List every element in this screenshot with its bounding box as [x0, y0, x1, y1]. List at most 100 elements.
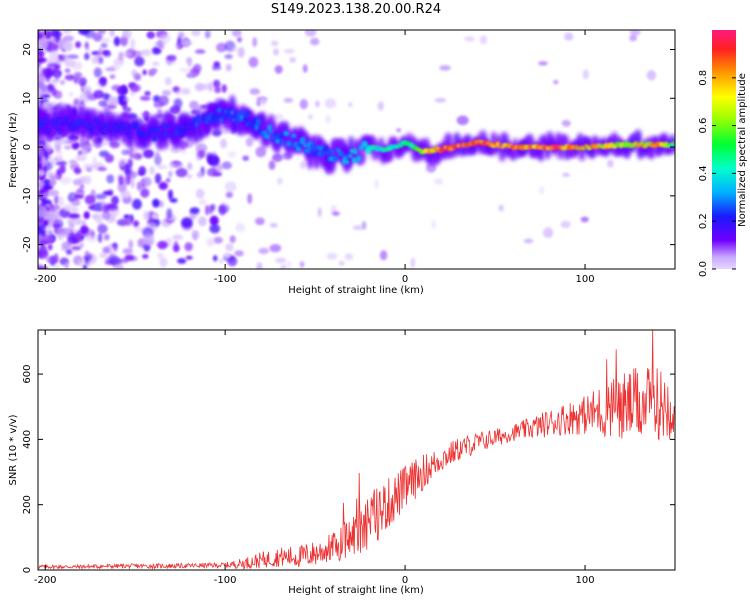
heatmap-noise-blob [255, 146, 267, 158]
snr-y-tick-label: 400 [22, 430, 33, 449]
heatmap-x-axis-label: Height of straight line (km) [288, 285, 424, 296]
heatmap-noise-blob [205, 205, 210, 216]
heatmap-noise-blob [45, 31, 51, 39]
heatmap-noise-blob [169, 161, 175, 170]
heatmap-noise-blob [151, 46, 162, 55]
heatmap-ridge-core [350, 148, 355, 154]
heatmap-ridge-core [144, 135, 149, 140]
heatmap-noise-blob [214, 87, 222, 94]
heatmap-noise-blob [99, 252, 108, 259]
heatmap-ridge-core [85, 120, 89, 127]
heatmap-x-tick-label: 0 [402, 274, 408, 285]
heatmap-noise-blob [64, 261, 69, 269]
heatmap-noise-blob [98, 232, 103, 243]
heatmap-noise-blob [185, 255, 193, 260]
heatmap-noise-blob [332, 211, 340, 216]
heatmap-noise-blob [92, 156, 97, 165]
heatmap-noise-blob [156, 164, 168, 170]
heatmap-noise-blob [97, 224, 108, 234]
heatmap-noise-blob [271, 153, 283, 162]
heatmap-noise-blob [101, 211, 111, 220]
heatmap-noise-blob [172, 244, 180, 253]
colorbar-tick-label: 0.6 [698, 118, 709, 134]
heatmap-noise-blob [283, 97, 294, 103]
heatmap-noise-blob [38, 265, 49, 269]
heatmap-noise-blob [348, 102, 353, 108]
heatmap-noise-blob [141, 176, 152, 187]
heatmap-ridge-core [229, 109, 235, 116]
heatmap-ridge-layer [38, 94, 675, 174]
heatmap-noise-blob [144, 91, 151, 96]
snr-x-ticks: -200 -100 0 100 [34, 330, 595, 586]
heatmap-noise-blob [98, 57, 104, 65]
heatmap-noise-blob [62, 30, 72, 34]
heatmap-ridge-core [295, 146, 302, 152]
heatmap-noise-blob [64, 145, 72, 150]
heatmap-ridge-core [164, 130, 168, 138]
heatmap-noise-blob [225, 243, 234, 252]
heatmap-noise-blob [220, 138, 227, 149]
heatmap-noise-blob [73, 71, 83, 78]
snr-plot-area [38, 330, 675, 570]
heatmap-noise-blob [102, 190, 113, 196]
heatmap-noise-blob [98, 100, 108, 107]
heatmap-x-tick-label: -200 [34, 274, 57, 285]
heatmap-noise-blob [221, 161, 232, 170]
heatmap-noise-blob [218, 204, 227, 216]
heatmap-noise-blob [103, 233, 110, 241]
heatmap-ridge-core [110, 123, 115, 129]
heatmap-noise-blob [86, 167, 93, 172]
heatmap-noise-blob [377, 101, 384, 111]
heatmap-noise-blob [92, 206, 104, 212]
heatmap-ridge-core [298, 143, 303, 148]
heatmap-ridge-core [353, 148, 358, 155]
heatmap-noise-blob [194, 49, 206, 54]
heatmap-ridge-core [349, 154, 353, 158]
heatmap-ridge-core [291, 133, 297, 138]
heatmap-y-tick-label: 20 [22, 43, 33, 56]
heatmap-noise-blob [64, 74, 77, 81]
heatmap-noise-blob [275, 257, 287, 263]
heatmap-noise-blob [221, 84, 227, 93]
heatmap-noise-blob [256, 100, 261, 107]
heatmap-noise-blob [78, 260, 83, 265]
heatmap-ridge-halo [537, 147, 545, 162]
heatmap-noise-blob [231, 30, 242, 37]
heatmap-noise-blob [235, 222, 246, 233]
heatmap-noise-blob [154, 40, 166, 48]
heatmap-noise-blob [75, 155, 87, 161]
heatmap-noise-blob [105, 67, 116, 72]
heatmap-noise-blob [122, 30, 128, 39]
heatmap-noise-blob [237, 46, 245, 58]
heatmap-noise-blob [120, 35, 128, 47]
heatmap-noise-blob [67, 235, 80, 244]
heatmap-noise-blob [139, 95, 151, 101]
heatmap-ridge-core [289, 145, 296, 148]
heatmap-ridge-core [106, 122, 110, 128]
heatmap-noise-blob [39, 192, 49, 199]
heatmap-ridge-core [204, 120, 209, 124]
heatmap-noise-blob [158, 200, 165, 208]
heatmap-noise-blob [101, 50, 110, 55]
heatmap-noise-blob [73, 167, 82, 175]
heatmap-noise-blob [229, 235, 236, 244]
heatmap-noise-blob [154, 173, 162, 184]
heatmap-noise-blob [100, 42, 108, 49]
heatmap-y-axis-label: Frequency (Hz) [8, 112, 19, 188]
heatmap-noise-blob [344, 253, 354, 261]
heatmap-noise-blob [121, 99, 128, 110]
heatmap-noise-blob [425, 163, 437, 173]
heatmap-noise-blob [82, 85, 92, 91]
heatmap-ridge-core [189, 124, 195, 133]
heatmap-noise-blob [58, 196, 65, 207]
heatmap-ridge-core [67, 116, 74, 124]
heatmap-ridge-core [38, 123, 42, 129]
heatmap-noise-blob [186, 73, 196, 78]
colorbar-gradient [712, 30, 736, 269]
heatmap-noise-blob [71, 246, 82, 251]
heatmap-noise-blob [140, 188, 150, 198]
heatmap-noise-blob [187, 56, 192, 68]
heatmap-noise-blob [299, 99, 308, 110]
heatmap-noise-blob [55, 160, 67, 166]
